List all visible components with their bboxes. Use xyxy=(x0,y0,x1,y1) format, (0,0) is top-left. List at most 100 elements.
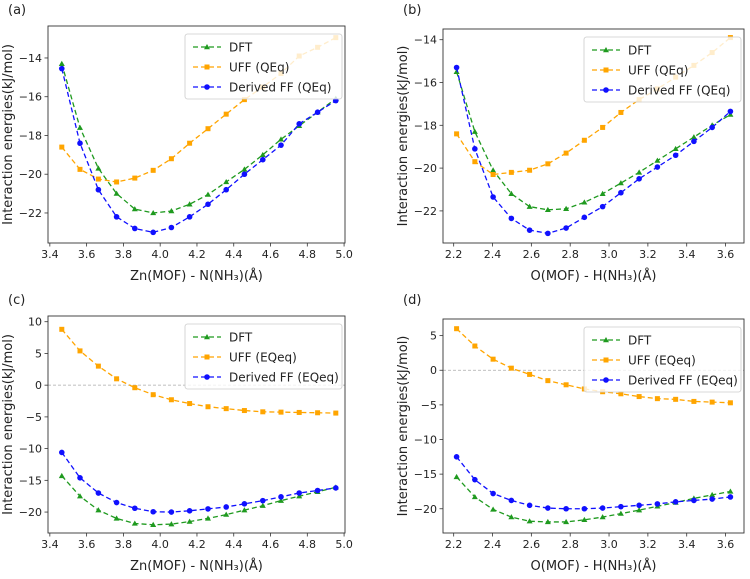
legend-marker xyxy=(603,47,609,53)
y-tick-label: −15 xyxy=(414,468,437,481)
legend-label: DFT xyxy=(229,331,253,345)
x-tick-label: 3.4 xyxy=(678,538,696,551)
data-point xyxy=(472,146,478,152)
data-point xyxy=(58,472,65,479)
data-point xyxy=(241,166,248,172)
data-point xyxy=(508,215,515,222)
data-point xyxy=(709,491,716,498)
data-point xyxy=(186,201,193,207)
data-point xyxy=(618,503,624,510)
data-point xyxy=(132,225,138,232)
data-point xyxy=(471,128,478,134)
x-tick-label: 2.8 xyxy=(561,538,579,551)
data-point xyxy=(314,487,321,494)
legend-label: UFF (QEq) xyxy=(628,64,688,78)
subplot-c: (c) 3.4 3.6 3.8 4.0 4.2 4.4 4.6 4.8 5.0 −20 −15 −10 −… xyxy=(1,293,353,574)
data-point xyxy=(526,227,533,233)
legend-box xyxy=(184,33,343,100)
x-tick-label: 3.4 xyxy=(678,248,696,261)
data-point xyxy=(168,521,175,527)
data-point xyxy=(690,134,697,140)
data-point xyxy=(727,108,734,115)
data-point xyxy=(223,186,229,193)
legend-marker xyxy=(204,84,210,90)
data-point xyxy=(527,371,533,377)
data-point xyxy=(333,410,339,416)
data-point xyxy=(544,206,551,213)
data-point xyxy=(168,156,174,162)
plot-frame xyxy=(442,28,745,244)
data-point xyxy=(223,178,230,185)
legend-item: Derived FF (EQeq) xyxy=(592,374,738,388)
legend-item: UFF (QEq) xyxy=(193,61,289,75)
data-point xyxy=(599,514,606,520)
x-tick-label: 3.0 xyxy=(600,538,618,551)
data-point xyxy=(168,208,175,214)
data-point xyxy=(472,343,478,349)
x-tick-label: 3.8 xyxy=(115,538,133,551)
data-point xyxy=(205,506,211,512)
x-axis-label: Zn(MOF) - N(NH₃)(Å) xyxy=(130,268,263,284)
data-point xyxy=(296,121,303,127)
data-point xyxy=(315,410,321,416)
y-tick-label: 10 xyxy=(28,316,42,329)
data-point xyxy=(472,476,478,483)
data-point xyxy=(95,490,102,496)
legend-box xyxy=(184,323,343,390)
legend-item: UFF (EQeq) xyxy=(193,351,297,365)
y-tick-label: −22 xyxy=(414,205,437,218)
legend-box xyxy=(583,36,742,103)
data-point xyxy=(617,180,624,186)
data-point xyxy=(58,65,65,72)
legend-label: Derived FF (QEq) xyxy=(628,84,730,98)
x-tick-label: 3.6 xyxy=(717,248,735,261)
series-line xyxy=(456,456,731,510)
data-point xyxy=(241,507,248,513)
x-tick-label: 4.0 xyxy=(151,248,169,261)
data-point xyxy=(150,508,156,515)
data-point xyxy=(150,229,156,236)
data-point xyxy=(600,124,606,130)
x-tick-label: 4.6 xyxy=(262,538,280,551)
x-tick-label: 3.2 xyxy=(639,248,657,261)
legend-marker xyxy=(204,64,210,70)
x-tick-label: 3.6 xyxy=(78,538,96,551)
legend-item: Derived FF (QEq) xyxy=(193,81,331,95)
data-point xyxy=(58,60,65,66)
legend-marker xyxy=(204,374,210,380)
data-point xyxy=(187,401,193,407)
data-point xyxy=(132,385,138,391)
legend-marker xyxy=(204,44,210,50)
data-point xyxy=(205,404,211,410)
legend-item: DFT xyxy=(592,44,652,58)
y-tick-label: −20 xyxy=(414,503,437,516)
legend-item: DFT xyxy=(193,41,253,55)
x-tick-label: 3.2 xyxy=(639,538,657,551)
data-point xyxy=(508,190,515,196)
data-point xyxy=(168,509,175,515)
series-derived xyxy=(453,64,734,237)
legend-marker xyxy=(204,334,210,340)
legend-label: UFF (EQeq) xyxy=(229,351,297,365)
data-point xyxy=(654,396,660,402)
data-point xyxy=(241,501,248,507)
data-point xyxy=(186,214,193,220)
plot-frame xyxy=(47,25,346,244)
data-point xyxy=(581,505,588,512)
data-point xyxy=(691,398,697,404)
data-point xyxy=(113,214,120,220)
legend-label: DFT xyxy=(628,44,652,58)
y-tick-label: −16 xyxy=(19,91,42,104)
legend-marker xyxy=(603,67,609,73)
panel-label: (d) xyxy=(403,293,421,308)
data-point xyxy=(599,505,606,511)
data-point xyxy=(59,144,65,150)
data-point xyxy=(95,176,101,182)
legend-box xyxy=(583,326,742,393)
data-point xyxy=(95,165,102,171)
legend-label: DFT xyxy=(229,41,253,55)
data-point xyxy=(223,511,230,517)
data-point xyxy=(296,409,302,415)
x-tick-label: 2.4 xyxy=(484,248,502,261)
